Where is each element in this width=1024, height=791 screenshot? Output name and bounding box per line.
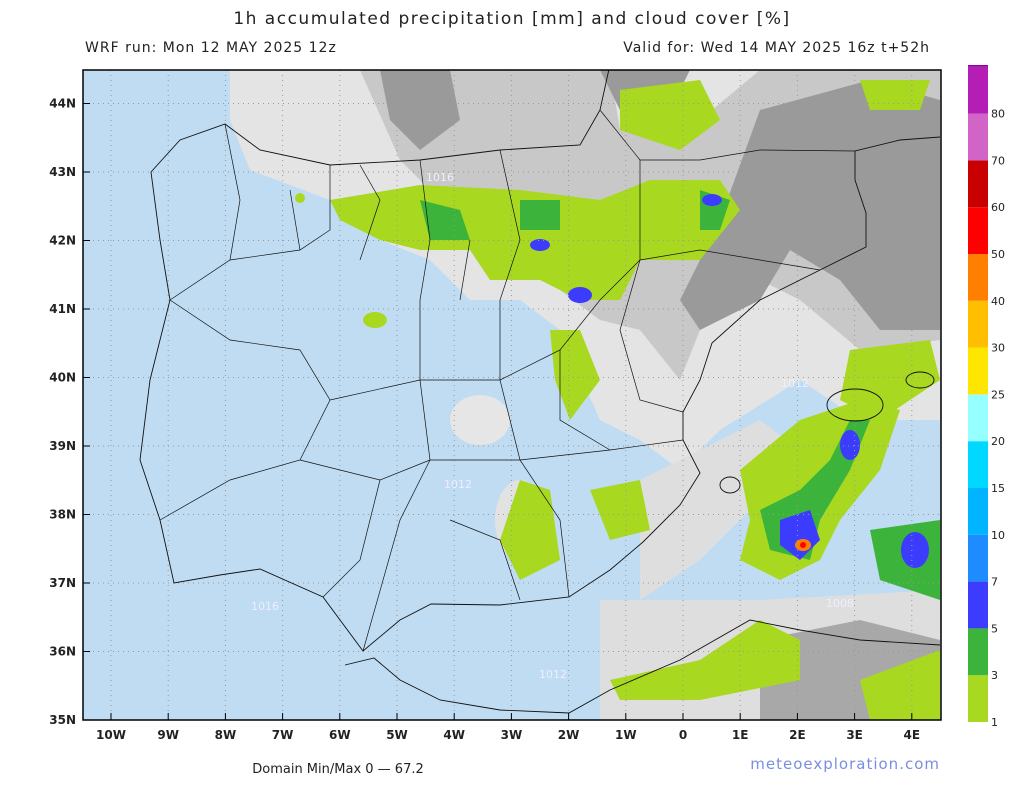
domain-minmax: Domain Min/Max 0 — 67.2 xyxy=(252,762,424,777)
map-frame xyxy=(82,69,942,721)
title: 1h accumulated precipitation [mm] and cl… xyxy=(233,9,790,29)
lon-label: 9W xyxy=(157,728,179,742)
colorbar-segment xyxy=(968,160,988,208)
colorbar-cap xyxy=(968,65,988,67)
colorbar-segment xyxy=(968,113,988,161)
colorbar-segment xyxy=(968,441,988,488)
lat-label: 43N xyxy=(49,165,76,179)
colorbar-segment xyxy=(968,394,988,442)
lat-label: 38N xyxy=(49,508,76,522)
lon-label: 4E xyxy=(904,728,921,742)
colorbar-segment xyxy=(968,300,988,348)
lon-label: 10W xyxy=(96,728,126,742)
colorbar-segment xyxy=(968,675,988,722)
colorbar-label: 3 xyxy=(991,669,998,682)
lon-label: 2E xyxy=(789,728,806,742)
colorbar-label: 60 xyxy=(991,201,1005,214)
colorbar-segment xyxy=(968,254,988,301)
colorbar-segment xyxy=(968,488,988,535)
precipitation xyxy=(295,80,940,720)
isobar-label: 1008 xyxy=(826,597,854,610)
lat-label: 41N xyxy=(49,302,76,316)
lon-label: 8W xyxy=(215,728,237,742)
lon-label: 1W xyxy=(615,728,637,742)
lon-label: 3W xyxy=(501,728,523,742)
colorbar-label: 80 xyxy=(991,108,1005,121)
colorbar-label: 5 xyxy=(991,622,998,635)
lat-label: 42N xyxy=(49,234,76,248)
colorbar-label: 7 xyxy=(991,576,998,589)
colorbar-label: 30 xyxy=(991,342,1005,355)
region-borders xyxy=(159,109,856,652)
lon-label: 6W xyxy=(329,728,351,742)
lat-label: 36N xyxy=(49,645,76,659)
colorbar-segment xyxy=(968,628,988,676)
colorbar-segment xyxy=(968,347,988,395)
map-area: 1016 1012 1012 1016 1012 1008 xyxy=(83,70,941,720)
colorbar-label: 25 xyxy=(991,388,1005,401)
colorbar-label: 70 xyxy=(991,154,1005,167)
isobar-labels: 1016 1012 1012 1016 1012 1008 xyxy=(251,171,854,681)
website[interactable]: meteoexploration.com xyxy=(750,755,940,773)
lat-label: 35N xyxy=(49,713,76,727)
lon-label: 7W xyxy=(272,728,294,742)
lat-label: 37N xyxy=(49,576,76,590)
colorbar-label: 15 xyxy=(991,482,1005,495)
colorbar-segment xyxy=(968,581,988,629)
colorbar-label: 10 xyxy=(991,529,1005,542)
colorbar: 1 3 5 7 10 15 20 25 30 40 50 60 70 80 xyxy=(968,65,1005,729)
lat-label: 44N xyxy=(49,97,76,111)
colorbar-label: 20 xyxy=(991,435,1005,448)
colorbar-label: 50 xyxy=(991,248,1005,261)
lon-label: 0 xyxy=(679,728,687,742)
colorbar-label: 1 xyxy=(991,716,998,729)
isobar-label: 1016 xyxy=(426,171,454,184)
lon-label: 3E xyxy=(846,728,863,742)
isobar-label: 1012 xyxy=(444,478,472,491)
isobar-label: 1012 xyxy=(781,377,809,390)
isobar-label: 1012 xyxy=(539,668,567,681)
colorbar-segment xyxy=(968,66,988,114)
graticule xyxy=(83,70,941,720)
colorbar-segment xyxy=(968,207,988,254)
axes: 35N 36N 37N 38N 39N 40N 41N 42N 43N 44N 10W 9W 8W 7W 6… xyxy=(49,97,920,743)
run-info: WRF run: Mon 12 MAY 2025 12z xyxy=(85,40,337,56)
lat-label: 40N xyxy=(49,371,76,385)
colorbar-label: 40 xyxy=(991,295,1005,308)
lon-label: 1E xyxy=(732,728,749,742)
valid-info: Valid for: Wed 14 MAY 2025 16z t+52h xyxy=(623,40,930,56)
lon-label: 2W xyxy=(558,728,580,742)
lon-label: 5W xyxy=(386,728,408,742)
isobar-label: 1016 xyxy=(251,600,279,613)
colorbar-segment xyxy=(968,534,988,582)
lon-label: 4W xyxy=(443,728,465,742)
lat-label: 39N xyxy=(49,439,76,453)
